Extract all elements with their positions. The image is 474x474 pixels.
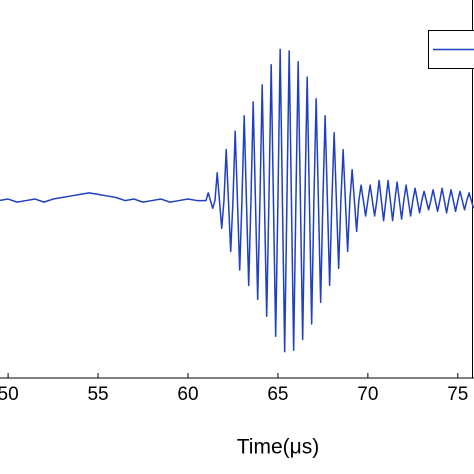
x-tick-label: 50	[0, 384, 19, 405]
x-tick-label: 70	[357, 384, 378, 405]
x-tick-label: 75	[447, 384, 468, 405]
x-tick-label: 65	[267, 384, 288, 405]
signal-line	[0, 48, 474, 353]
x-axis-label: Time(μs)	[237, 436, 319, 459]
x-tick-label: 60	[177, 384, 198, 405]
x-tick-label: 55	[87, 384, 108, 405]
